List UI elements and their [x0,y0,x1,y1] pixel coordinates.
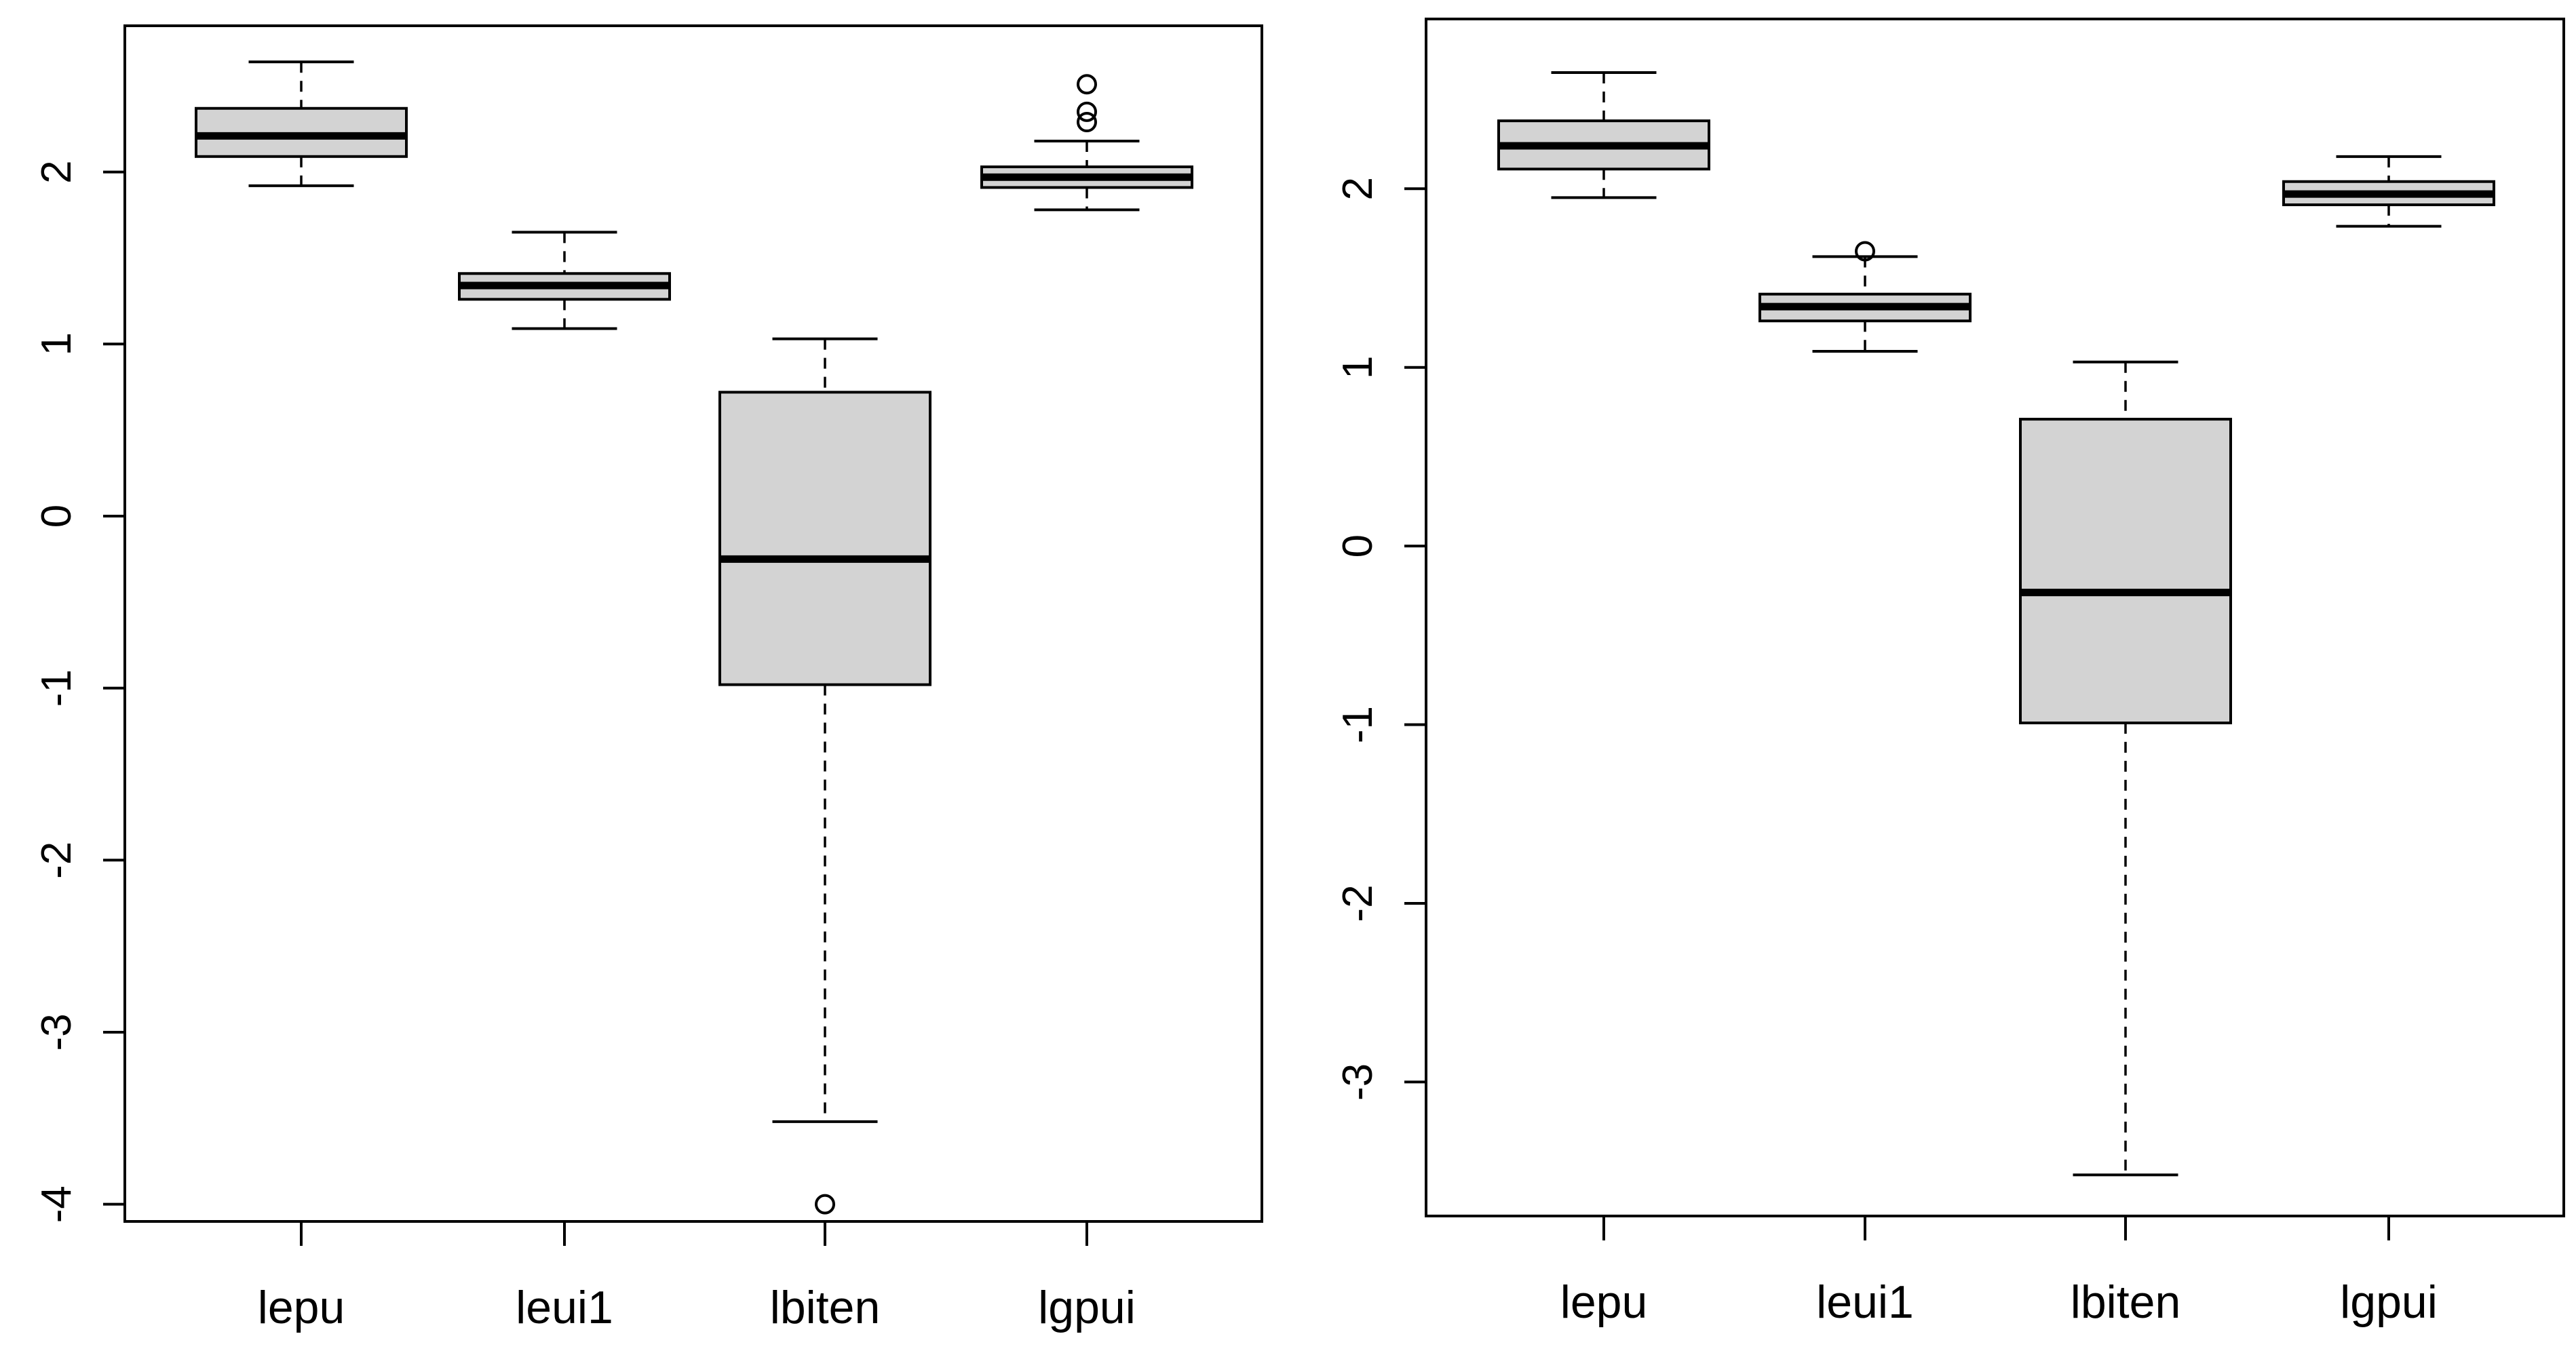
outlier-point [1077,112,1097,133]
y-tick-label: 2 [33,160,80,183]
x-tick-label: lbiten [2071,1276,2181,1328]
x-tick-label: lepu [258,1282,345,1333]
box-lbiten [718,337,931,1215]
iqr-box [2019,418,2232,724]
plot-frame [1425,18,2565,1217]
y-tick-label: 1 [33,332,80,355]
box-lgpui [980,74,1193,212]
plot-frame [123,24,1263,1223]
outlier-point [1855,241,1875,262]
outlier-point [815,1194,835,1215]
box-lgpui [2282,155,2495,228]
y-tick-label: 1 [1334,355,1381,378]
right-boxplot-panel: -3 -2 -1 0 1 2 lepu leui1 lbiten lgpui [1334,18,2565,1328]
x-tick-label: lepu [1560,1276,1648,1328]
y-tick-label: -2 [1334,884,1381,922]
box-lbiten [2019,360,2232,1177]
x-tick-label: lgpui [1038,1282,1136,1333]
box-leui1 [1758,241,1972,353]
box-leui1 [458,231,671,330]
outlier-point [1077,101,1097,122]
y-tick-label: -4 [33,1185,80,1223]
box-lepu [1497,71,1710,199]
box-lepu [195,60,408,187]
x-tick-label: leui1 [1816,1276,1914,1328]
y-tick-label: -2 [33,842,80,879]
iqr-box [718,391,931,686]
y-tick-label: -3 [33,1013,80,1051]
y-tick-label: 0 [1334,534,1381,557]
left-boxplot-panel: -4 -3 -2 -1 0 1 2 lepu leui1 lbiten lgpui [33,24,1263,1333]
x-tick-label: lgpui [2340,1276,2438,1328]
y-tick-label: 2 [1334,177,1381,200]
x-tick-label: leui1 [516,1282,613,1333]
outlier-point [1077,74,1097,95]
x-tick-label: lbiten [770,1282,881,1333]
y-tick-label: -1 [1334,706,1381,743]
y-tick-label: -3 [1334,1063,1381,1101]
y-tick-label: -1 [33,669,80,707]
y-tick-label: 0 [33,505,80,528]
